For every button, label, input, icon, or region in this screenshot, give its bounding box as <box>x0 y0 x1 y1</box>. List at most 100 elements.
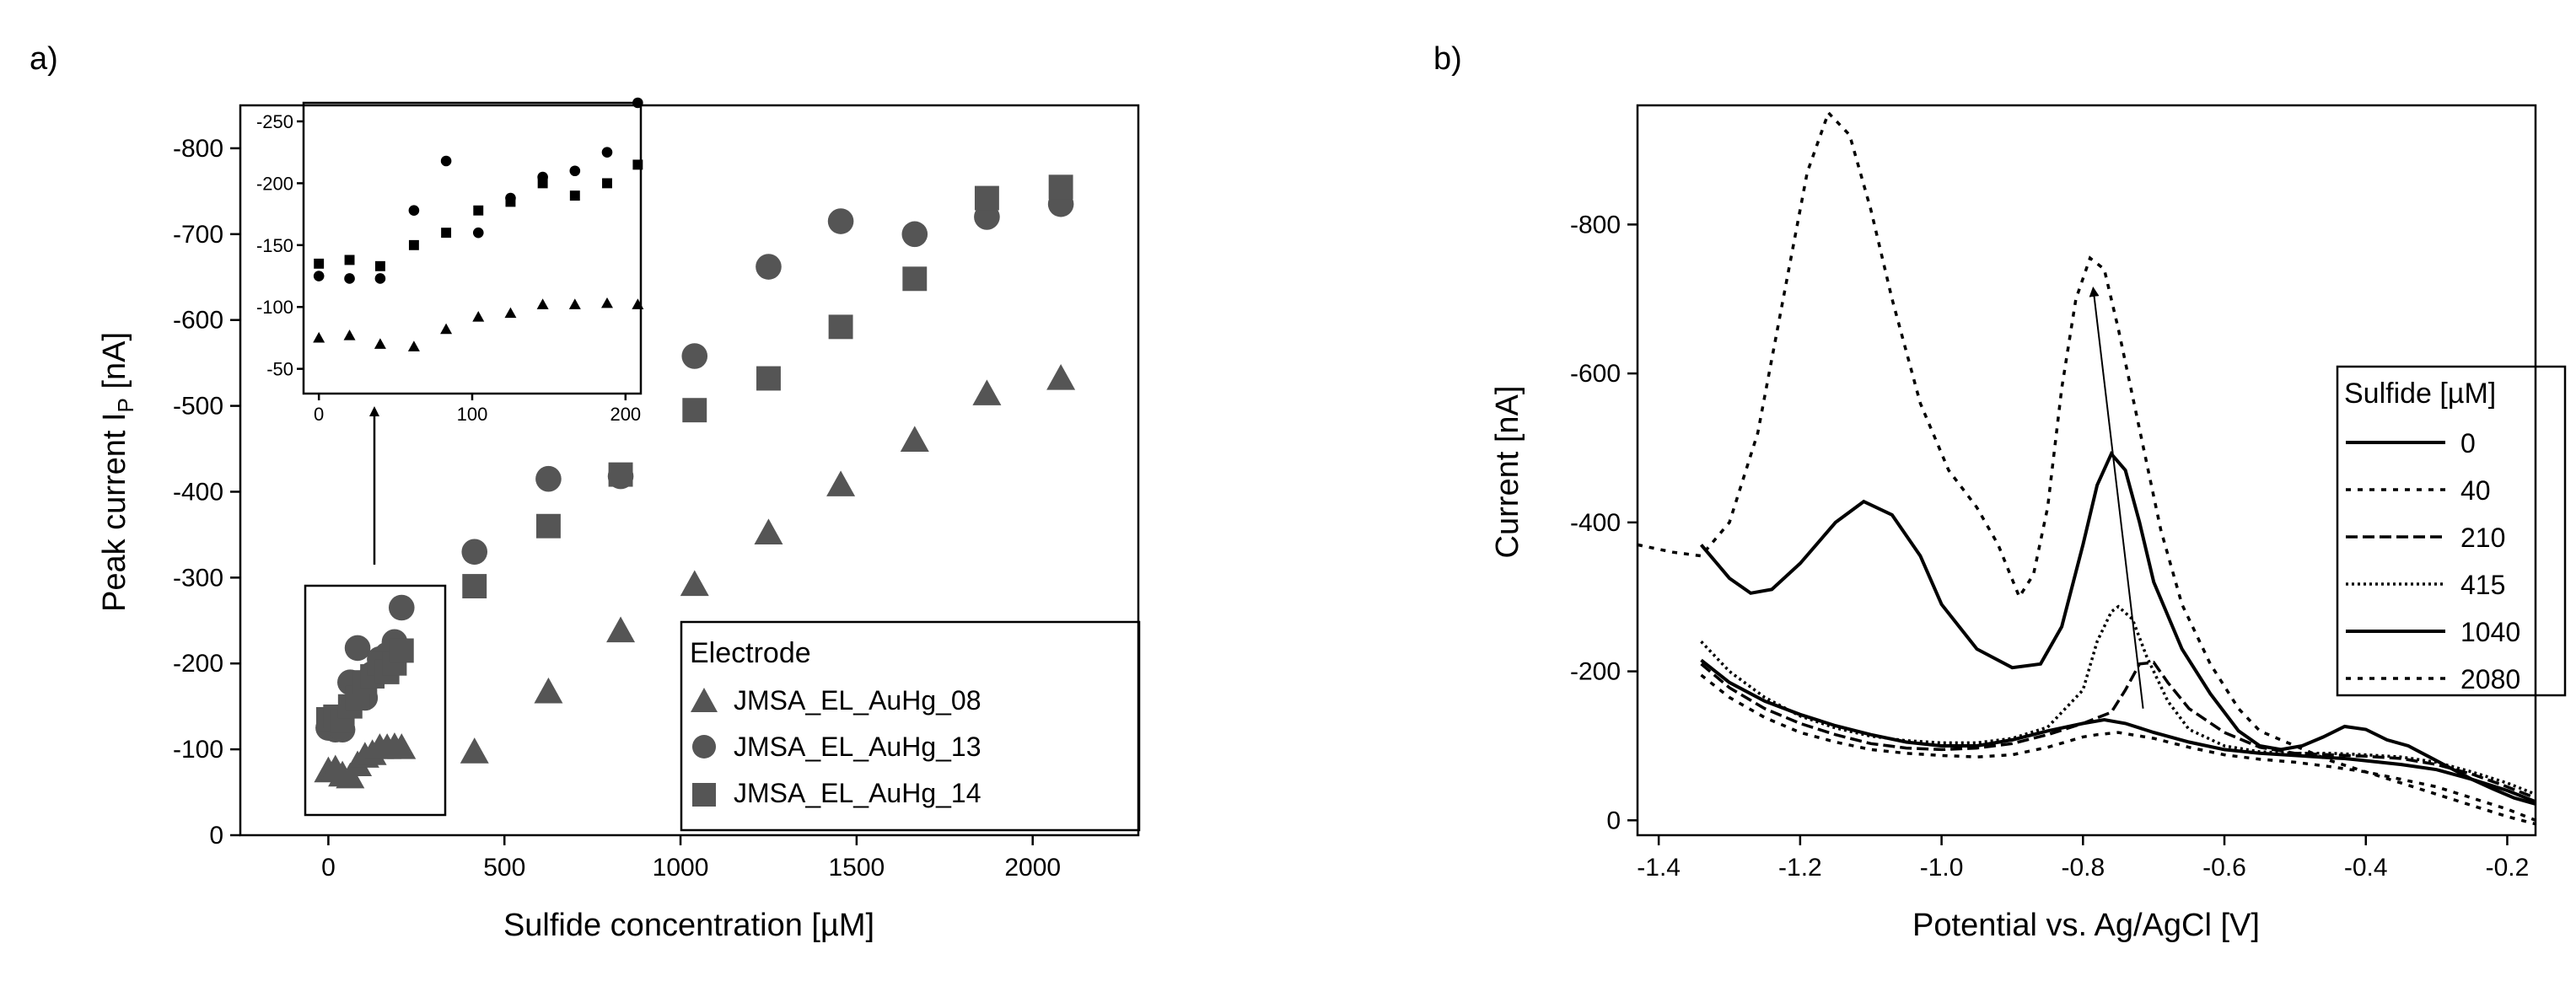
series-line-2080 <box>1637 110 2536 826</box>
panel-b-lines <box>1637 110 2536 826</box>
inset-y-tick-label: -250 <box>256 111 293 132</box>
data-point-triangle <box>754 518 783 544</box>
x-tick-label: -0.2 <box>2486 854 2530 882</box>
panel-b-trend-arrow <box>2089 286 2144 709</box>
x-tick-label: 1500 <box>829 854 885 882</box>
data-point-circle <box>827 208 854 234</box>
inset-point-circle <box>440 155 452 167</box>
data-point-triangle <box>826 470 856 496</box>
inset-point-triangle <box>343 330 356 340</box>
legend-entry-0: 0 <box>2460 428 2476 458</box>
panel-b-legend: Sulfide [µM] 0 40 210 415 1040 2080 <box>2336 365 2567 697</box>
inset-point-triangle <box>313 331 325 343</box>
inset-point-triangle <box>504 307 517 319</box>
inset-point-circle <box>632 97 643 109</box>
data-point-circle <box>974 204 1000 230</box>
legend-entry-08: JMSA_EL_AuHg_08 <box>734 685 981 716</box>
panel-a-legend-box <box>680 620 1141 832</box>
panel-a-zoom-box <box>304 584 447 817</box>
inset-x-tick-label: 200 <box>610 404 641 425</box>
inset-points <box>313 97 644 351</box>
y-tick-label: -700 <box>173 221 223 249</box>
inset-point-square <box>344 255 355 265</box>
inset-point-triangle <box>601 297 613 308</box>
data-point-triangle <box>534 677 563 704</box>
inset-point-square <box>505 196 516 207</box>
inset-point-square <box>569 190 580 201</box>
data-point-circle <box>388 594 415 621</box>
y-tick-label: -200 <box>173 650 223 678</box>
data-point-square <box>608 462 633 487</box>
panel-b-y-axis-label: Current [nA] <box>1490 386 1525 559</box>
panel-a-ticks: 0 500 1000 1500 20000-100-200-300-400-500-60… <box>173 135 1061 882</box>
panel-b-axes-frame <box>1636 104 2537 837</box>
data-point-triangle <box>900 426 929 452</box>
legend-entry-13: JMSA_EL_AuHg_13 <box>734 732 981 762</box>
y-tick-label: -400 <box>173 478 223 506</box>
x-tick-label: -1.4 <box>1637 854 1681 882</box>
data-point-circle <box>901 221 928 248</box>
inset-point-circle <box>374 273 386 284</box>
data-point-triangle <box>606 616 636 643</box>
data-point-square <box>828 314 853 340</box>
inset-point-circle <box>472 227 484 239</box>
panel-b-label: b) <box>1433 41 1462 77</box>
series-line-40 <box>1700 673 2536 822</box>
panel-b-ticks: -1.4 -1.2 -1.0 -0.8 -0.6 -0.4 -0.2 0 -200 -400 -60… <box>1570 211 2529 882</box>
data-point-triangle <box>972 379 1002 405</box>
y-tick-label: -400 <box>1570 509 1621 537</box>
panel-a-x-axis-label: Sulfide concentration [µM] <box>503 908 874 943</box>
y-tick-label: -600 <box>1570 360 1621 388</box>
inset-point-circle <box>408 205 420 217</box>
legend-entry-415: 415 <box>2460 570 2505 600</box>
data-point-square <box>1048 174 1073 200</box>
panel-a: a) 0 500 1000 1500 20000-100-200-300-400-500… <box>30 41 1141 943</box>
panel-a-label: a) <box>30 41 58 77</box>
x-tick-label: 2000 <box>1004 854 1061 882</box>
inset-point-triangle <box>472 310 485 322</box>
panel-a-y-axis-label: Peak current IP [nA] <box>97 332 138 612</box>
series-line-1040 <box>1699 450 2536 806</box>
inset-point-square <box>408 239 419 250</box>
inset-point-triangle <box>374 338 386 349</box>
y-tick-label: -500 <box>173 393 223 421</box>
data-point-square <box>462 574 487 598</box>
inset-point-square <box>632 159 643 170</box>
x-tick-label: 1000 <box>653 854 709 882</box>
inset-point-circle <box>569 165 581 177</box>
legend-marker-triangle <box>691 688 718 712</box>
inset-y-tick-label: -150 <box>256 235 293 256</box>
data-point-circle <box>461 539 488 566</box>
x-tick-label: -1.0 <box>1920 854 1964 882</box>
y-tick-label: 0 <box>1606 807 1621 834</box>
data-point-triangle <box>460 737 489 764</box>
legend-entry-210: 210 <box>2460 523 2505 553</box>
y-tick-label: -800 <box>173 135 223 163</box>
data-point-square <box>902 266 928 292</box>
series-line-210 <box>1700 661 2536 800</box>
inset-point-square <box>314 258 325 269</box>
inset-point-triangle <box>440 323 453 335</box>
panel-a-legend-title: Electrode <box>690 637 811 669</box>
panel-a-inset: 0 100 200 -50 -100 -150 -200 -250 <box>256 97 644 425</box>
series-line-0 <box>1700 658 2536 804</box>
panel-a-axes-frame <box>239 104 1140 837</box>
inset-x-tick-label: 0 <box>314 404 324 425</box>
y-tick-label: -600 <box>173 307 223 335</box>
inset-point-circle <box>313 271 325 281</box>
inset-point-square <box>602 178 612 189</box>
data-point-circle <box>344 635 371 662</box>
inset-point-square <box>537 178 548 189</box>
inset-y-tick-label: -100 <box>256 297 293 318</box>
inset-point-square <box>441 228 452 239</box>
x-tick-label: -0.4 <box>2344 854 2388 882</box>
inset-point-circle <box>344 273 355 284</box>
y-tick-label: -100 <box>173 736 223 764</box>
data-point-triangle <box>680 570 709 597</box>
inset-ticks: 0 100 200 -50 -100 -150 -200 -250 <box>256 111 641 425</box>
inset-point-square <box>473 205 484 216</box>
series-line-415 <box>1700 604 2536 796</box>
legend-entry-2080: 2080 <box>2460 664 2520 694</box>
x-tick-label: -1.2 <box>1778 854 1822 882</box>
inset-point-circle <box>601 147 613 158</box>
